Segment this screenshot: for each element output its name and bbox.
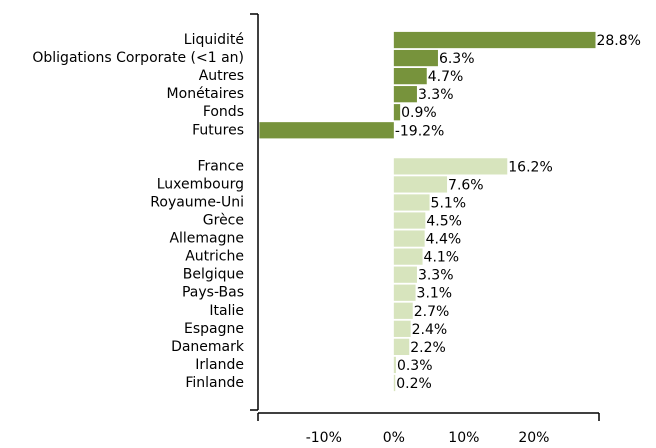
y-tick-label: Autres [199, 68, 244, 84]
y-tick-label: Fonds [203, 104, 244, 120]
y-tick-label: Obligations Corporate (<1 an) [32, 50, 244, 66]
y-tick-label: Monétaires [167, 86, 244, 102]
y-tick-label: Irlande [195, 357, 244, 373]
value-label: 6.3% [439, 51, 475, 67]
y-tick-label: Danemark [171, 339, 245, 355]
x-tick-label: -10% [306, 430, 342, 446]
bar [393, 374, 396, 392]
value-label: 4.4% [426, 232, 462, 248]
y-tick-label: Grèce [203, 213, 244, 229]
x-tick-label: 10% [448, 430, 479, 446]
bar [393, 68, 427, 85]
value-label: 2.4% [412, 322, 448, 338]
bar [393, 194, 430, 211]
value-label: 4.5% [426, 214, 462, 230]
bar [393, 86, 417, 103]
value-label: 5.1% [431, 195, 467, 211]
value-label: 4.1% [424, 250, 460, 266]
y-tick-label: Autriche [185, 249, 244, 265]
value-label: 0.2% [396, 376, 432, 392]
bar [393, 176, 448, 193]
y-tick-label: Liquidité [184, 32, 244, 48]
y-tick-label: Italie [209, 303, 244, 319]
bar [393, 356, 396, 374]
value-label: 3.1% [417, 286, 453, 302]
bar [393, 338, 410, 355]
value-label: 28.8% [596, 33, 640, 49]
x-tick-label: 0% [383, 430, 405, 446]
value-label: 3.3% [418, 268, 454, 284]
bar [393, 266, 417, 283]
bar [393, 49, 438, 67]
y-tick-label: France [197, 158, 244, 174]
bar [393, 31, 596, 49]
bar [393, 248, 423, 265]
value-label: 4.7% [428, 69, 464, 85]
value-label: 16.2% [508, 159, 552, 175]
value-label: 2.2% [410, 340, 446, 356]
value-label: 7.6% [448, 177, 484, 193]
y-tick-label: Royaume-Uni [150, 194, 244, 210]
value-label: -19.2% [395, 123, 445, 139]
y-tick-label: Futures [192, 122, 244, 138]
bar [393, 302, 413, 319]
value-label: 3.3% [418, 87, 454, 103]
bar [259, 122, 394, 139]
bar [393, 212, 426, 229]
y-tick-label: Luxembourg [157, 176, 244, 192]
value-label: 0.3% [397, 358, 433, 374]
y-tick-label: Allemagne [169, 231, 244, 247]
bar [393, 284, 416, 301]
y-tick-label: Pays-Bas [182, 285, 244, 301]
y-tick-label: Belgique [183, 267, 244, 283]
y-tick-label: Finlande [185, 375, 244, 391]
bar [393, 104, 401, 121]
bar [393, 320, 411, 337]
bar [393, 230, 425, 247]
x-tick-label: 20% [518, 430, 549, 446]
value-label: 0.9% [401, 105, 437, 121]
value-label: 2.7% [414, 304, 450, 320]
bar [393, 158, 508, 175]
y-tick-label: Espagne [184, 321, 244, 337]
